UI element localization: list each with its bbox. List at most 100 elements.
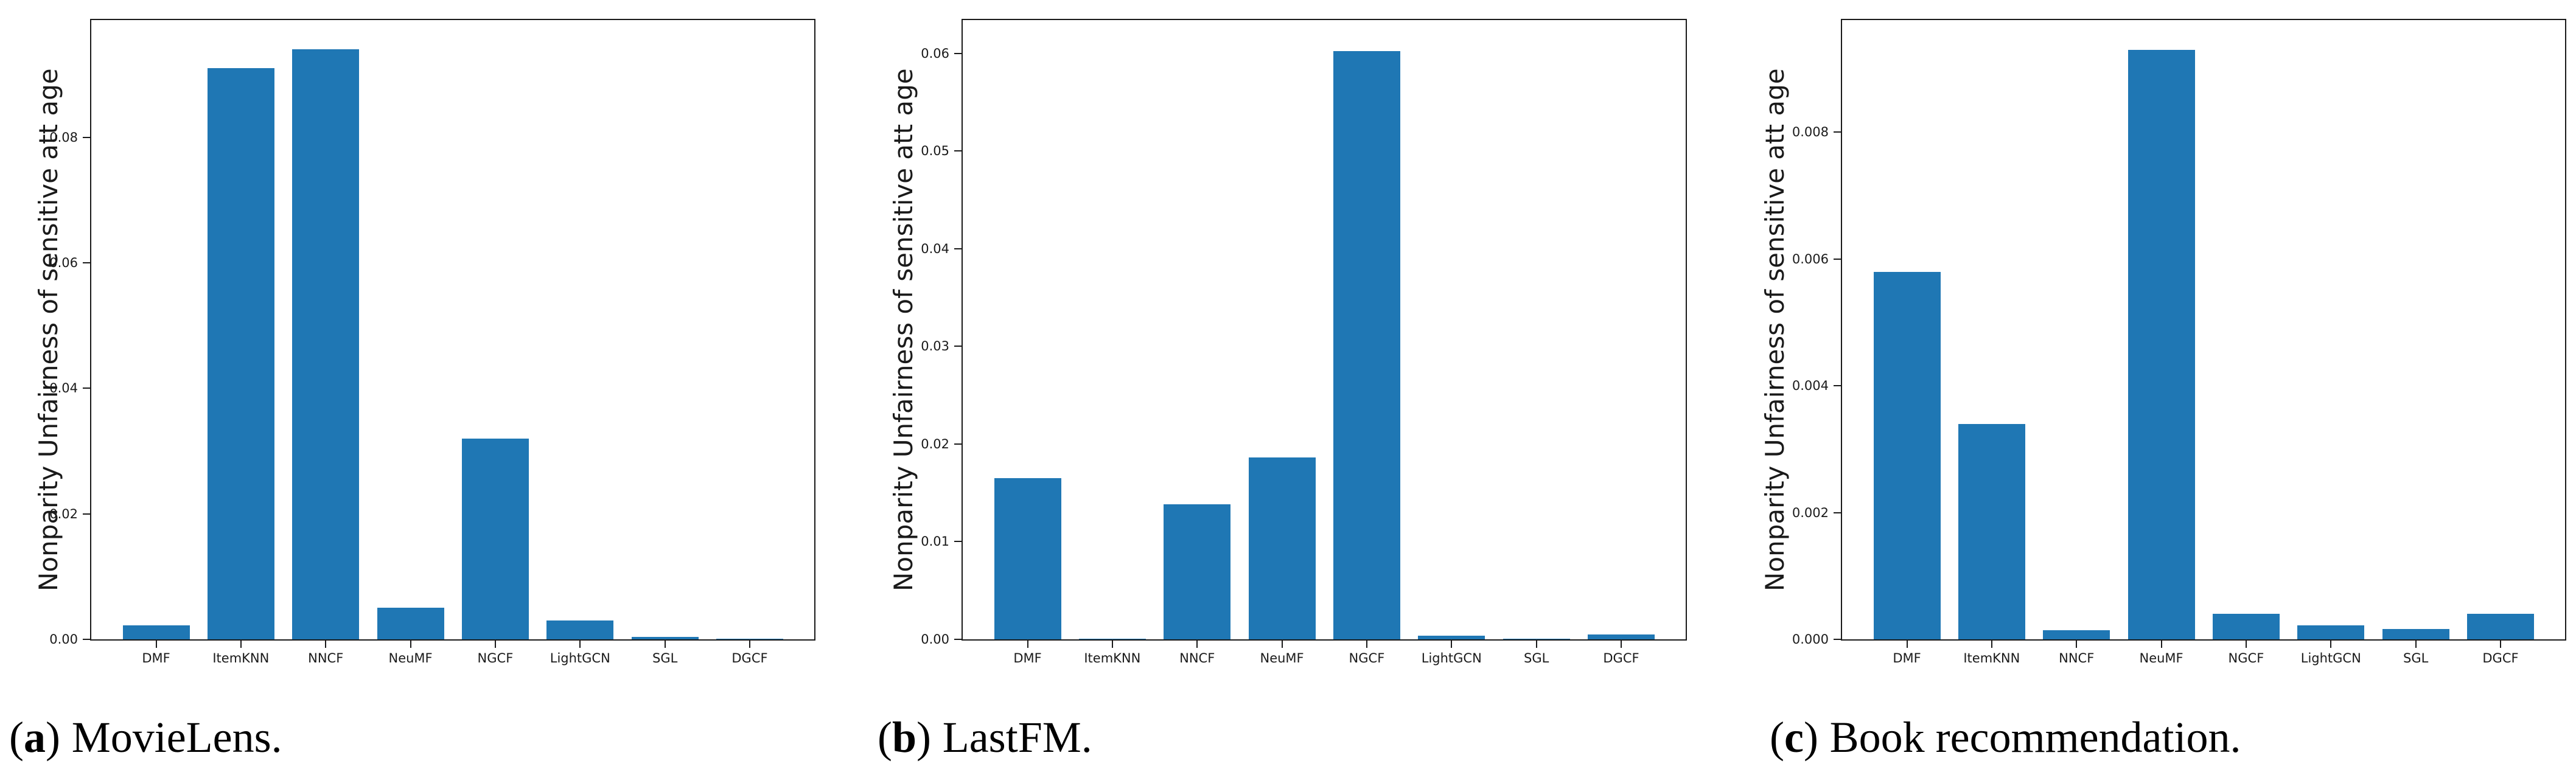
y-tick-label: 0.06 (921, 46, 949, 61)
x-tick (1906, 641, 1908, 648)
y-tick (83, 262, 90, 264)
bar-dgcf (1588, 634, 1655, 639)
bar-sgl (632, 637, 699, 639)
x-tick-label-nncf: NNCF (1179, 651, 1215, 666)
bar-lightgcn (1418, 636, 1485, 639)
y-tick-label: 0.004 (1792, 378, 1829, 394)
bar-dmf (1874, 272, 1941, 639)
y-tick-label: 0.01 (921, 534, 949, 549)
y-tick-label: 0.000 (1792, 632, 1829, 647)
caption-b-letter: b (892, 713, 917, 762)
y-tick (954, 248, 962, 249)
x-tick (1535, 641, 1537, 648)
x-tick (1620, 641, 1622, 648)
x-tick (494, 641, 496, 648)
y-tick (954, 443, 962, 445)
caption-c-letter: c (1784, 713, 1804, 762)
x-tick (240, 641, 242, 648)
plot-area-c (1841, 19, 2566, 641)
x-tick-label-dgcf: DGCF (2482, 651, 2519, 666)
y-tick (1834, 385, 1841, 387)
x-tick-label-ngcf: NGCF (2228, 651, 2264, 666)
y-tick-label: 0.04 (49, 381, 78, 396)
y-tick (83, 639, 90, 640)
y-tick (83, 388, 90, 389)
bar-neumf (377, 608, 444, 639)
x-tick-label-neumf: NeuMF (2139, 651, 2183, 666)
y-axis-label: Nonparity Unfairness of sensitive att ag… (33, 68, 63, 591)
y-tick (1834, 258, 1841, 260)
y-tick (954, 52, 962, 54)
x-tick (579, 641, 581, 648)
bar-itemknn (208, 68, 274, 639)
x-tick-label-ngcf: NGCF (477, 651, 514, 666)
bar-dmf (994, 478, 1061, 639)
subfigure-b-lastfm: Nonparity Unfairness of sensitive att ag… (859, 0, 1717, 775)
x-tick (1451, 641, 1453, 648)
y-tick (83, 136, 90, 138)
x-tick-label-lightgcn: LightGCN (2300, 651, 2361, 666)
caption-a: (a) MovieLens. (9, 713, 282, 762)
bar-itemknn (1958, 424, 2025, 639)
caption-b-paren-open: ( (878, 713, 892, 762)
x-tick (410, 641, 411, 648)
y-tick-label: 0.02 (49, 506, 78, 521)
x-tick-label-dmf: DMF (1013, 651, 1042, 666)
y-tick (1834, 131, 1841, 133)
y-tick-label: 0.08 (49, 130, 78, 145)
x-tick-label-sgl: SGL (652, 651, 678, 666)
caption-b-paren-close: ) (916, 713, 932, 762)
caption-a-letter: a (23, 713, 46, 762)
x-tick-label-sgl: SGL (2403, 651, 2429, 666)
y-axis-label: Nonparity Unfairness of sensitive att ag… (1760, 68, 1790, 591)
plot-area-b (962, 19, 1687, 641)
caption-c-paren-open: ( (1770, 713, 1784, 762)
x-tick (749, 641, 750, 648)
x-tick (1196, 641, 1198, 648)
x-tick (2499, 641, 2501, 648)
bar-nncf (2043, 630, 2110, 639)
x-tick (1366, 641, 1367, 648)
x-tick-label-lightgcn: LightGCN (550, 651, 610, 666)
x-tick-label-nncf: NNCF (2059, 651, 2095, 666)
y-tick (954, 346, 962, 347)
bar-lightgcn (2297, 625, 2364, 639)
x-tick-label-sgl: SGL (1523, 651, 1549, 666)
y-tick (1834, 512, 1841, 513)
x-tick (2330, 641, 2332, 648)
bar-dgcf (2467, 614, 2534, 639)
x-tick (155, 641, 157, 648)
x-tick-label-ngcf: NGCF (1349, 651, 1385, 666)
bar-nncf (292, 49, 359, 639)
x-tick (2076, 641, 2078, 648)
x-tick (1111, 641, 1113, 648)
y-tick-label: 0.05 (921, 144, 949, 159)
x-tick-label-itemknn: ItemKNN (1963, 651, 2020, 666)
x-tick-label-neumf: NeuMF (1260, 651, 1304, 666)
x-tick-label-nncf: NNCF (308, 651, 344, 666)
x-tick-label-itemknn: ItemKNN (212, 651, 270, 666)
caption-c: (c) Book recommendation. (1770, 713, 2241, 762)
x-tick (2415, 641, 2417, 648)
bar-neumf (2128, 50, 2195, 639)
y-tick (954, 639, 962, 640)
bar-dmf (123, 625, 190, 639)
bar-sgl (2382, 629, 2449, 639)
y-tick-label: 0.02 (921, 436, 949, 451)
x-tick-label-itemknn: ItemKNN (1084, 651, 1141, 666)
y-tick-label: 0.006 (1792, 251, 1829, 266)
y-tick (83, 513, 90, 515)
x-tick-label-lightgcn: LightGCN (1421, 651, 1482, 666)
plot-area-a (90, 19, 815, 641)
x-tick (2245, 641, 2247, 648)
x-tick (1027, 641, 1028, 648)
y-tick-label: 0.03 (921, 339, 949, 354)
y-tick-label: 0.04 (921, 241, 949, 256)
subfigure-a-movielens: Nonparity Unfairness of sensitive att ag… (0, 0, 859, 775)
x-tick-label-dgcf: DGCF (731, 651, 768, 666)
x-tick-label-neumf: NeuMF (388, 651, 433, 666)
y-tick (1834, 639, 1841, 640)
x-tick (664, 641, 666, 648)
y-tick (954, 541, 962, 543)
